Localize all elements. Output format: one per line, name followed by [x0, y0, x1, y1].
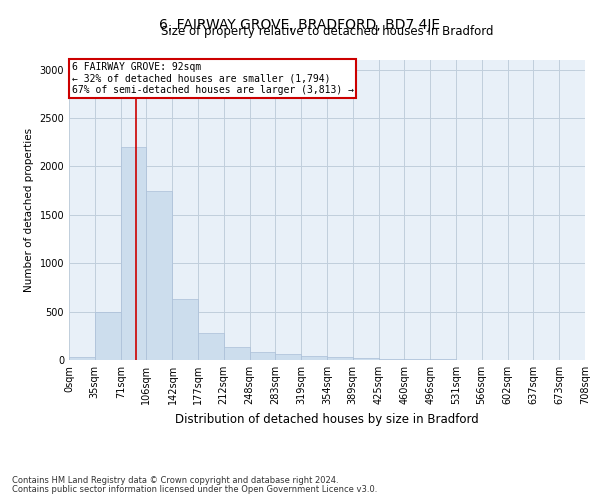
Bar: [198, 333, 224, 360]
Text: 6, FAIRWAY GROVE, BRADFORD, BD7 4JE: 6, FAIRWAY GROVE, BRADFORD, BD7 4JE: [160, 18, 440, 32]
Bar: [353, 358, 379, 360]
Text: Contains HM Land Registry data © Crown copyright and database right 2024.: Contains HM Land Registry data © Crown c…: [12, 476, 338, 485]
Bar: [327, 356, 353, 360]
Bar: [172, 299, 198, 360]
Bar: [275, 354, 301, 360]
Text: 6 FAIRWAY GROVE: 92sqm
← 32% of detached houses are smaller (1,794)
67% of semi-: 6 FAIRWAY GROVE: 92sqm ← 32% of detached…: [71, 62, 353, 94]
Bar: [95, 312, 121, 360]
Bar: [224, 348, 250, 360]
Text: Contains public sector information licensed under the Open Government Licence v3: Contains public sector information licen…: [12, 485, 377, 494]
Bar: [404, 359, 430, 360]
Y-axis label: Number of detached properties: Number of detached properties: [24, 128, 34, 292]
Bar: [250, 352, 275, 360]
Bar: [146, 190, 172, 360]
Bar: [430, 359, 456, 360]
Bar: [379, 358, 404, 360]
X-axis label: Distribution of detached houses by size in Bradford: Distribution of detached houses by size …: [175, 412, 479, 426]
Bar: [121, 147, 146, 360]
Title: Size of property relative to detached houses in Bradford: Size of property relative to detached ho…: [161, 25, 493, 38]
Bar: [301, 356, 327, 360]
Bar: [69, 357, 95, 360]
